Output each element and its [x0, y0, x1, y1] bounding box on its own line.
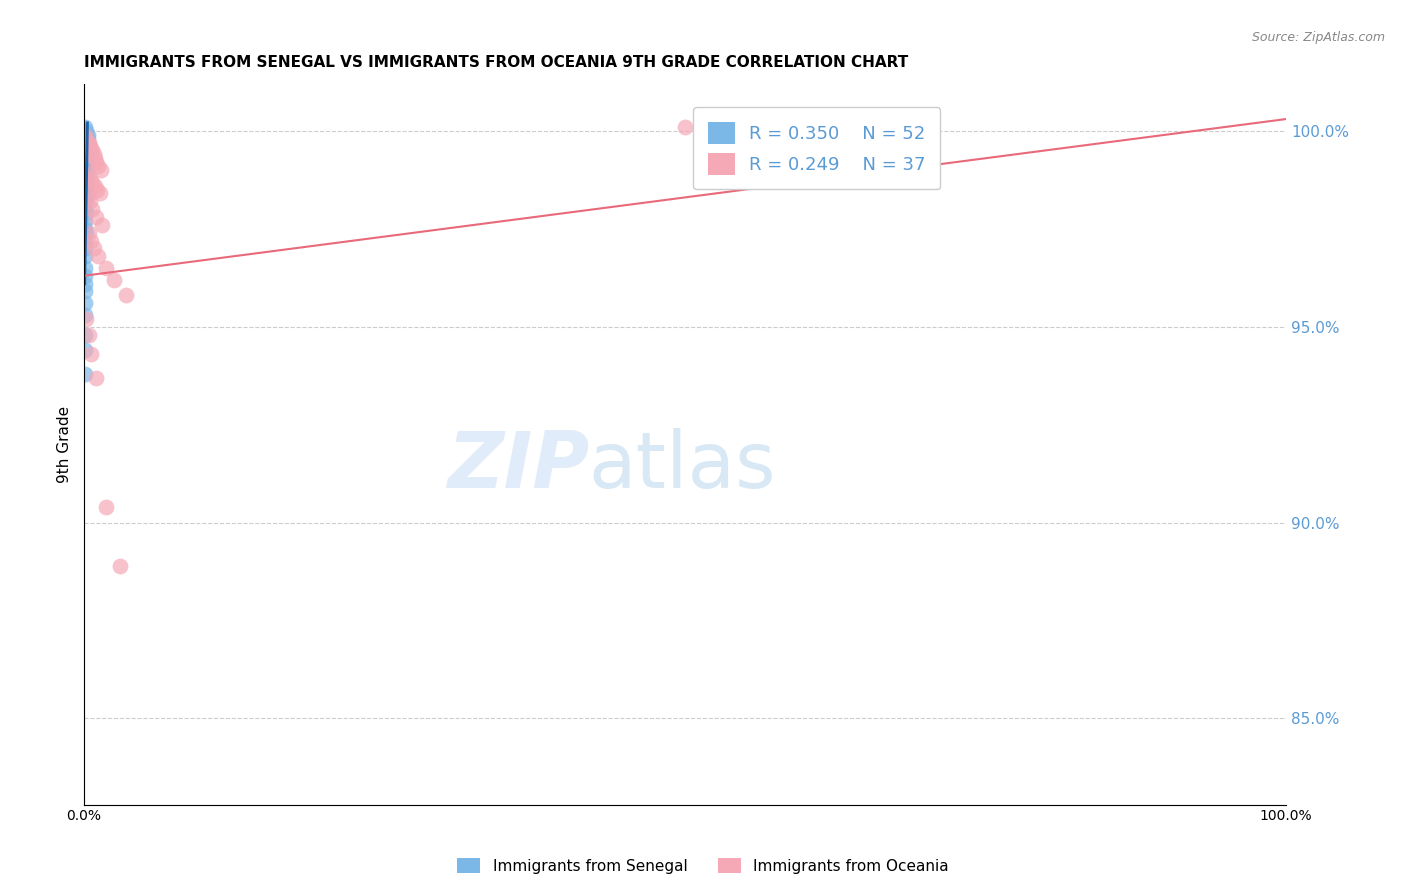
Legend: R = 0.350    N = 52, R = 0.249    N = 37: R = 0.350 N = 52, R = 0.249 N = 37	[693, 107, 941, 189]
Point	[75, 170, 97, 185]
Point	[83, 241, 105, 255]
Point	[75, 234, 97, 248]
Legend: Immigrants from Senegal, Immigrants from Oceania: Immigrants from Senegal, Immigrants from…	[451, 852, 955, 880]
Text: atlas: atlas	[589, 428, 776, 504]
Text: ZIP: ZIP	[447, 428, 589, 504]
Point	[75, 144, 97, 158]
Point	[89, 186, 111, 201]
Point	[75, 147, 97, 161]
Point	[75, 186, 97, 201]
Point	[84, 370, 107, 384]
Point	[83, 147, 105, 161]
Point	[75, 214, 97, 228]
Point	[82, 144, 104, 158]
Point	[75, 226, 97, 240]
Point	[77, 136, 100, 150]
Point	[77, 327, 100, 342]
Point	[75, 308, 97, 322]
Point	[75, 147, 97, 161]
Point	[75, 136, 97, 150]
Point	[82, 202, 104, 216]
Point	[103, 273, 125, 287]
Point	[75, 277, 97, 291]
Point	[76, 136, 98, 150]
Point	[75, 186, 97, 201]
Point	[75, 296, 97, 310]
Point	[75, 202, 97, 216]
Point	[75, 144, 97, 158]
Point	[75, 155, 97, 169]
Point	[75, 136, 97, 150]
Point	[75, 175, 97, 189]
Point	[108, 558, 131, 573]
Point	[75, 285, 97, 299]
Point	[75, 268, 97, 283]
Point	[75, 190, 97, 204]
Point	[75, 131, 97, 145]
Point	[83, 151, 105, 165]
Point	[76, 167, 98, 181]
Point	[84, 210, 107, 224]
Point	[79, 170, 101, 185]
Point	[75, 139, 97, 153]
Point	[75, 151, 97, 165]
Point	[75, 131, 97, 145]
Point	[84, 155, 107, 169]
Point	[75, 163, 97, 178]
Point	[75, 139, 97, 153]
Text: Source: ZipAtlas.com: Source: ZipAtlas.com	[1251, 31, 1385, 45]
Point	[75, 241, 97, 255]
Point	[75, 221, 97, 235]
Point	[75, 183, 97, 197]
Point	[75, 206, 97, 220]
Point	[75, 163, 97, 178]
Point	[75, 249, 97, 263]
Point	[75, 178, 97, 193]
Point	[75, 151, 97, 165]
Point	[80, 347, 103, 361]
Point	[80, 144, 103, 158]
Point	[79, 194, 101, 209]
Point	[77, 226, 100, 240]
Point	[75, 178, 97, 193]
Point	[75, 124, 97, 138]
Point	[75, 327, 97, 342]
Point	[673, 120, 696, 134]
Point	[115, 288, 138, 302]
Point	[75, 155, 97, 169]
Text: IMMIGRANTS FROM SENEGAL VS IMMIGRANTS FROM OCEANIA 9TH GRADE CORRELATION CHART: IMMIGRANTS FROM SENEGAL VS IMMIGRANTS FR…	[84, 55, 908, 70]
Point	[75, 167, 97, 181]
Point	[87, 159, 110, 173]
Point	[94, 500, 117, 514]
Point	[75, 343, 97, 358]
Point	[75, 194, 97, 209]
Y-axis label: 9th Grade: 9th Grade	[58, 406, 72, 483]
Point	[76, 128, 98, 142]
Point	[75, 120, 97, 134]
Point	[87, 249, 110, 263]
Point	[75, 159, 97, 173]
Point	[75, 260, 97, 275]
Point	[75, 367, 97, 381]
Point	[75, 190, 97, 204]
Point	[90, 163, 112, 178]
Point	[75, 311, 97, 326]
Point	[86, 183, 108, 197]
Point	[75, 170, 97, 185]
Point	[83, 178, 105, 193]
Point	[75, 167, 97, 181]
Point	[76, 131, 98, 145]
Point	[75, 128, 97, 142]
Point	[80, 234, 103, 248]
Point	[75, 159, 97, 173]
Point	[79, 139, 101, 153]
Point	[75, 128, 97, 142]
Point	[76, 190, 98, 204]
Point	[82, 175, 104, 189]
Point	[94, 260, 117, 275]
Point	[91, 218, 114, 232]
